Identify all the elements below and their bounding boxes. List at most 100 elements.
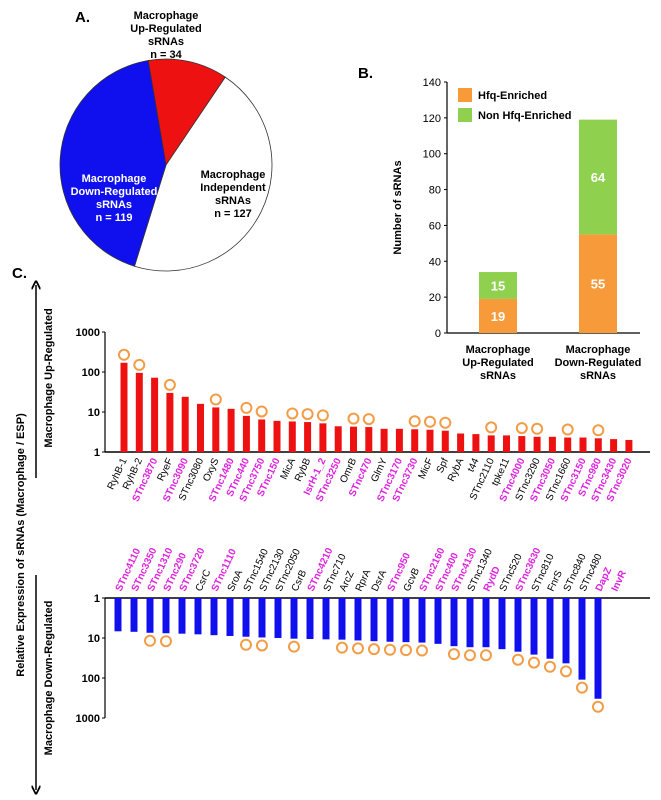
bar-value-label: 64 <box>591 170 606 185</box>
expression-bar <box>151 377 159 452</box>
hfq-marker <box>301 408 314 421</box>
y-tick-label: 140 <box>423 77 441 89</box>
hfq-marker <box>576 681 588 694</box>
stacked-bar-segment <box>579 119 617 235</box>
y-tick-label: 100 <box>423 149 441 161</box>
hfq-marker <box>528 656 540 669</box>
y-tick-label: 1 <box>94 593 100 605</box>
stacked-bar-segment <box>479 298 517 333</box>
expression-bar <box>546 598 554 659</box>
legend-entry: Hfq-Enriched <box>478 90 547 102</box>
pie-slice <box>147 58 226 167</box>
hfq-marker <box>144 634 156 647</box>
hfq-marker <box>531 422 544 435</box>
x-category-label: sRNAs <box>480 370 516 382</box>
stacked-bar-chart: 0 20 40 60 80 100 120 140 Number of sRNAs 19 15 Mac… <box>392 77 641 382</box>
expression-bar <box>370 598 378 642</box>
y-tick-label: 40 <box>429 256 441 268</box>
expression-bar <box>418 598 426 643</box>
y-tick-label: 100 <box>82 673 100 685</box>
srna-name-label: t44 <box>466 456 482 474</box>
hfq-marker <box>560 665 572 678</box>
expression-bar <box>227 408 235 452</box>
expression-bar <box>579 437 587 452</box>
expression-bar <box>273 420 281 452</box>
y-tick-label: 10 <box>88 633 100 645</box>
pie-slice <box>133 76 273 272</box>
expression-bar <box>594 598 602 699</box>
hfq-marker <box>408 415 421 428</box>
pie-slice <box>59 60 167 267</box>
hfq-marker <box>439 416 452 429</box>
expression-bar <box>166 392 174 452</box>
legend-swatch <box>458 108 472 122</box>
expression-bar <box>426 429 434 452</box>
expression-bar <box>610 439 618 452</box>
expression-bar <box>258 419 266 452</box>
expression-bar <box>258 598 266 638</box>
expression-bar <box>514 598 522 652</box>
up-regulated-side-label: Macrophage Up-Regulated <box>43 308 55 447</box>
expression-bar <box>274 598 282 638</box>
hfq-marker <box>416 644 428 657</box>
y-tick-label: 80 <box>429 185 441 197</box>
hfq-marker <box>286 407 299 420</box>
expression-bar <box>288 421 296 452</box>
expression-bar <box>625 439 633 452</box>
y-tick-label: 10 <box>88 407 100 419</box>
pie-slice-label: Down-Regulated <box>71 186 158 198</box>
hfq-marker <box>424 415 436 428</box>
hfq-marker <box>592 424 605 437</box>
y-axis-title: Number of sRNAs <box>392 160 404 254</box>
bar-value-label: 55 <box>591 277 605 292</box>
expression-bar <box>197 403 204 452</box>
bar-value-label: 19 <box>491 309 505 324</box>
pie-slice-label: Up-Regulated <box>130 23 202 35</box>
expression-bar <box>457 433 465 452</box>
panel-label-c: C. <box>12 265 27 282</box>
x-category-label: Up-Regulated <box>462 357 534 369</box>
hfq-marker <box>240 638 252 651</box>
expression-bar <box>242 598 250 637</box>
expression-bar <box>212 407 220 452</box>
hfq-marker <box>544 660 556 673</box>
hfq-marker <box>480 649 492 662</box>
hfq-marker <box>316 409 329 422</box>
hfq-marker <box>288 640 300 653</box>
hfq-marker <box>512 653 524 666</box>
hfq-marker <box>368 643 380 656</box>
pie-slice-label: Macrophage <box>201 169 266 181</box>
y-tick-label: 1000 <box>76 713 100 725</box>
hfq-marker <box>336 641 348 654</box>
hfq-marker <box>209 393 222 406</box>
expression-bar <box>548 436 556 452</box>
expression-bar <box>562 598 570 664</box>
expression-bar <box>210 598 218 636</box>
legend-entry: Non Hfq-Enriched <box>478 110 572 122</box>
hfq-marker <box>515 422 528 435</box>
expression-bar <box>306 598 314 640</box>
expression-bar <box>322 598 330 640</box>
pie-slice-label: sRNAs <box>215 195 251 207</box>
expression-bar <box>498 598 506 650</box>
legend-swatch <box>458 88 472 102</box>
expression-bar <box>242 415 250 452</box>
hfq-marker <box>352 642 364 655</box>
y-tick-label: 1 <box>94 447 100 459</box>
expression-bar <box>162 598 170 634</box>
hfq-marker <box>464 649 476 662</box>
expression-bar <box>194 598 202 635</box>
x-category-label: Macrophage <box>566 344 631 356</box>
expression-bar <box>434 598 442 644</box>
expression-bar <box>450 598 458 647</box>
pie-slice-label: n = 34 <box>150 49 182 61</box>
expression-bar <box>386 598 394 642</box>
hfq-marker <box>561 423 574 436</box>
down-regulated-bar-chart: 1101001000STnc4110STnc3350STnc1310STnc29… <box>76 546 650 725</box>
expression-bar <box>578 598 586 680</box>
panel-label-b: B. <box>358 65 373 82</box>
expression-bar <box>290 598 298 639</box>
expression-bar <box>226 598 234 636</box>
pie-slice-label: sRNAs <box>96 199 132 211</box>
